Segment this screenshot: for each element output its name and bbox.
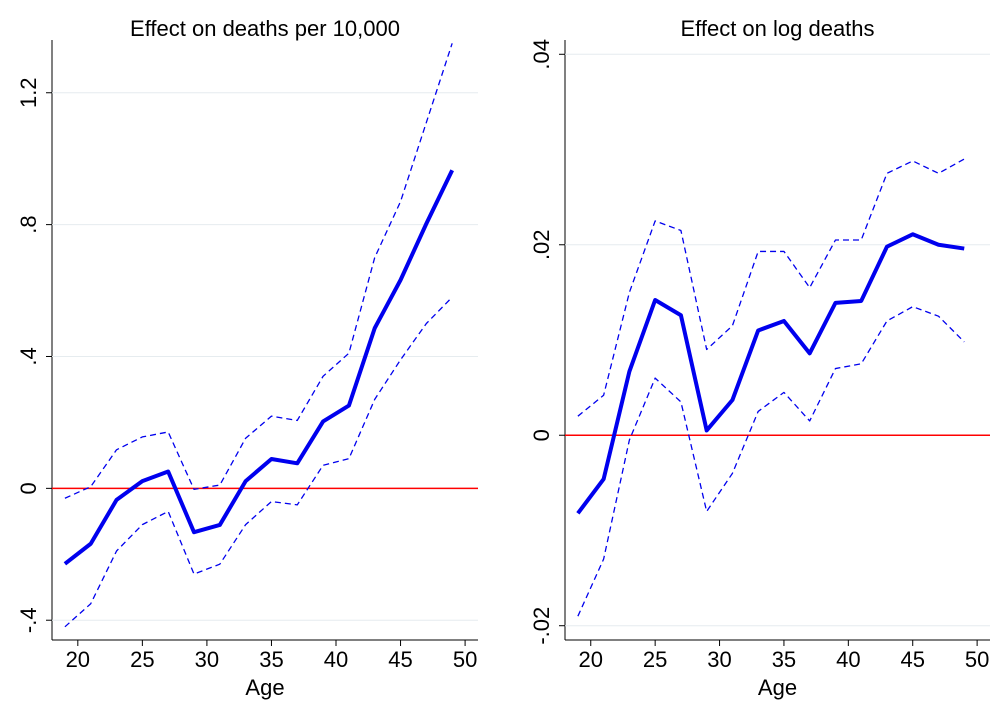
- x-tick-label: 45: [900, 647, 924, 672]
- x-tick-label: 35: [259, 647, 283, 672]
- chart-title: Effect on log deaths: [680, 16, 874, 41]
- y-tick-label: .8: [16, 215, 41, 233]
- y-tick-label: .4: [16, 347, 41, 365]
- ci-line: [64, 296, 453, 628]
- x-tick-label: 40: [324, 647, 348, 672]
- x-tick-label: 20: [579, 647, 603, 672]
- x-tick-label: 30: [195, 647, 219, 672]
- estimate-line: [576, 232, 965, 515]
- y-tick-label: .02: [529, 229, 554, 260]
- x-tick-label: 50: [453, 647, 477, 672]
- x-axis-label: Age: [245, 675, 284, 700]
- x-tick-label: 25: [643, 647, 667, 672]
- y-tick-label: -.02: [529, 607, 554, 645]
- y-tick-label: 1.2: [16, 77, 41, 108]
- x-tick-label: 30: [707, 647, 731, 672]
- ci-line: [64, 43, 453, 499]
- y-tick-label: -.4: [16, 607, 41, 633]
- ci-line: [577, 158, 965, 417]
- x-tick-label: 20: [66, 647, 90, 672]
- x-tick-label: 25: [130, 647, 154, 672]
- estimate-line: [63, 169, 454, 566]
- x-tick-label: 35: [772, 647, 796, 672]
- ci-line: [577, 306, 965, 617]
- y-tick-label: .04: [529, 39, 554, 70]
- x-tick-label: 50: [965, 647, 989, 672]
- x-tick-label: 40: [836, 647, 860, 672]
- x-tick-label: 45: [388, 647, 412, 672]
- x-axis-label: Age: [758, 675, 797, 700]
- y-tick-label: 0: [16, 482, 41, 494]
- y-tick-label: 0: [529, 429, 554, 441]
- chart-title: Effect on deaths per 10,000: [130, 16, 400, 41]
